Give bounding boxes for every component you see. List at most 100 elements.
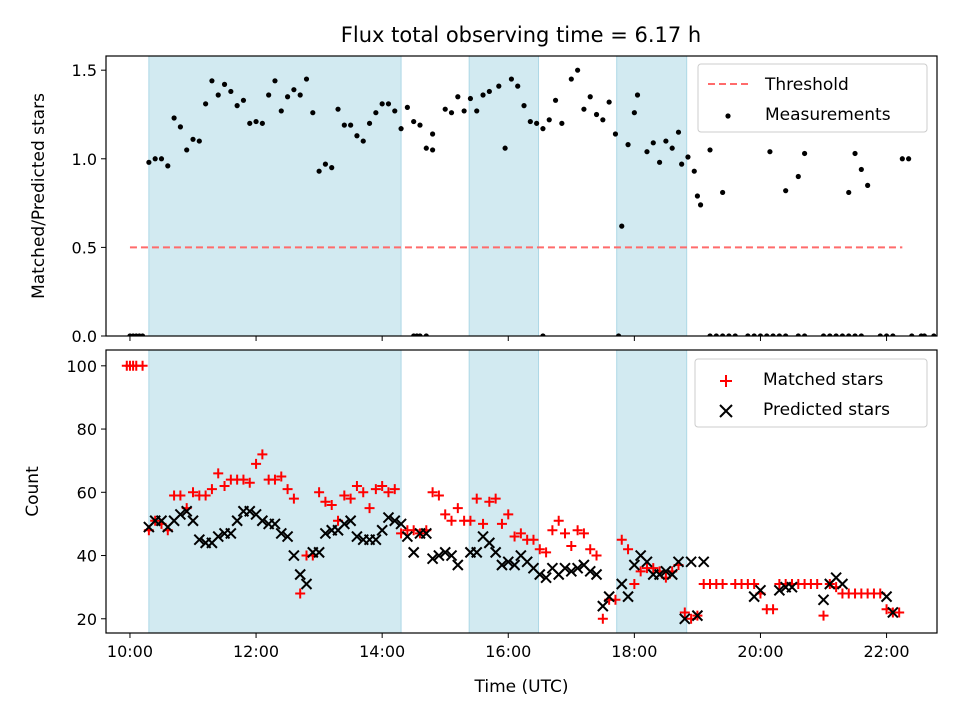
predicted-star-point bbox=[571, 562, 584, 574]
top-y-tick-label: 1.5 bbox=[72, 61, 97, 80]
measurement-point bbox=[720, 189, 726, 196]
predicted-star-point bbox=[880, 590, 893, 603]
measurement-point bbox=[467, 95, 474, 102]
measurement-point bbox=[209, 78, 215, 84]
bottom-y-tick-label: 40 bbox=[77, 547, 97, 566]
measurement-point bbox=[846, 333, 852, 336]
measurement-point bbox=[417, 122, 423, 128]
measurement-point bbox=[228, 88, 234, 95]
measurement-point bbox=[534, 120, 540, 126]
measurement-point bbox=[398, 126, 404, 132]
bottom-legend: Matched stars Predicted stars bbox=[694, 358, 928, 428]
measurement-point bbox=[366, 120, 373, 126]
bottom-y-tick-label: 80 bbox=[77, 420, 97, 439]
matched-star-point bbox=[812, 578, 823, 589]
matched-star-point bbox=[206, 484, 217, 495]
predicted-star-point bbox=[187, 515, 199, 527]
bottom-axes-frame bbox=[105, 349, 938, 634]
bottom-x-tick-label: 22:00 bbox=[864, 642, 910, 661]
measurement-point bbox=[656, 159, 663, 165]
legend-matched-swatch bbox=[720, 375, 732, 387]
matched-star-point bbox=[213, 468, 224, 479]
measurement-point bbox=[215, 92, 221, 98]
measurement-point bbox=[429, 147, 436, 153]
measurement-point bbox=[757, 333, 764, 336]
measurement-point bbox=[508, 76, 515, 82]
bottom-x-tick-label: 12:00 bbox=[233, 642, 279, 661]
predicted-star-point bbox=[344, 515, 357, 527]
measurement-point bbox=[568, 76, 574, 82]
matched-star-point bbox=[238, 474, 249, 485]
measurement-point bbox=[858, 333, 864, 336]
matched-star-point bbox=[490, 493, 501, 504]
predicted-star-point bbox=[754, 584, 767, 597]
measurement-point bbox=[839, 333, 846, 336]
predicted-star-point bbox=[540, 571, 552, 584]
predicted-star-point bbox=[559, 562, 571, 574]
predicted-star-point bbox=[433, 549, 445, 562]
predicted-star-point bbox=[698, 556, 710, 568]
matched-star-point bbox=[818, 610, 829, 621]
measurement-point bbox=[139, 333, 146, 336]
matched-star-point bbox=[515, 528, 526, 539]
matched-star-point bbox=[648, 563, 659, 574]
measurement-point bbox=[770, 333, 776, 336]
predicted-star-point bbox=[225, 527, 237, 540]
measurement-point bbox=[423, 145, 429, 151]
measurement-point bbox=[190, 136, 196, 142]
measurement-point bbox=[559, 120, 565, 126]
measurement-point bbox=[515, 83, 521, 89]
measurement-point bbox=[177, 124, 183, 130]
measurement-point bbox=[846, 189, 852, 196]
measurement-point bbox=[707, 333, 713, 336]
measurement-point bbox=[581, 106, 587, 112]
matched-star-point bbox=[560, 528, 571, 539]
measurement-point bbox=[713, 333, 719, 336]
measurement-point bbox=[203, 101, 209, 107]
predicted-star-point bbox=[817, 594, 830, 606]
measurement-point bbox=[783, 333, 789, 336]
predicted-star-point bbox=[300, 578, 313, 590]
predicted-star-point bbox=[471, 546, 483, 559]
measurement-point bbox=[240, 97, 247, 103]
top-shaded-interval bbox=[468, 56, 540, 336]
predicted-star-point bbox=[439, 546, 451, 559]
measurement-point bbox=[392, 108, 398, 114]
matched-star-point bbox=[616, 534, 627, 545]
top-panel: 0.0 0.5 1.0 1.5 Matched/Predicted stars Thres… bbox=[29, 55, 938, 346]
measurement-point bbox=[521, 103, 527, 109]
predicted-star-point bbox=[445, 549, 458, 562]
matched-star-point bbox=[358, 487, 369, 498]
measurement-point bbox=[631, 110, 637, 116]
predicted-star-point bbox=[275, 527, 287, 540]
measurement-point bbox=[820, 333, 827, 336]
bottom-y-tick-label: 60 bbox=[77, 483, 97, 502]
bottom-y-tick-label: 100 bbox=[66, 357, 97, 376]
predicted-star-point bbox=[622, 590, 634, 603]
measurement-point bbox=[335, 106, 341, 112]
measurement-point bbox=[278, 108, 284, 114]
measurement-point bbox=[272, 78, 278, 84]
predicted-star-point bbox=[590, 568, 603, 581]
measurement-point bbox=[196, 138, 202, 144]
top-y-tick-label: 1.0 bbox=[72, 150, 97, 169]
matched-star-point bbox=[326, 499, 337, 510]
measurement-point bbox=[165, 163, 171, 169]
matched-star-point bbox=[553, 515, 564, 526]
predicted-star-point bbox=[502, 556, 514, 568]
measurement-point bbox=[726, 333, 732, 336]
matched-star-point bbox=[452, 503, 463, 514]
matched-star-point bbox=[339, 490, 350, 501]
predicted-star-point bbox=[370, 534, 382, 546]
measurement-point bbox=[316, 168, 322, 174]
measurement-point bbox=[833, 333, 839, 336]
measurement-point bbox=[600, 117, 606, 123]
measurement-point bbox=[448, 110, 455, 116]
predicted-star-point bbox=[407, 546, 420, 559]
matched-star-point bbox=[345, 493, 356, 504]
measurement-point bbox=[776, 333, 782, 336]
measurement-point bbox=[496, 83, 502, 89]
measurement-point bbox=[679, 161, 685, 167]
measurement-point bbox=[899, 156, 905, 162]
